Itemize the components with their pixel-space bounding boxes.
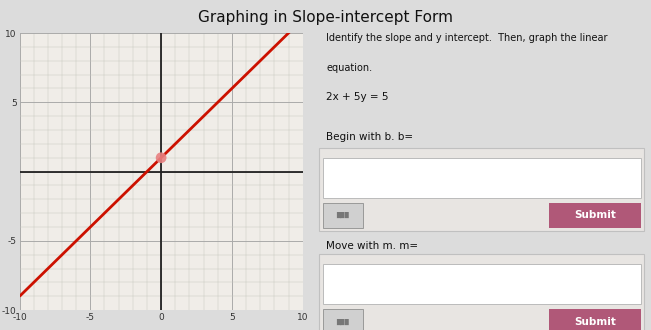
Text: Begin with b. b=: Begin with b. b= — [326, 132, 413, 142]
Text: Submit: Submit — [574, 317, 616, 327]
Text: 2x + 5y = 5: 2x + 5y = 5 — [326, 92, 389, 102]
Text: ███: ███ — [337, 319, 350, 325]
FancyBboxPatch shape — [323, 203, 363, 228]
Point — [156, 155, 167, 160]
FancyBboxPatch shape — [323, 309, 363, 330]
FancyBboxPatch shape — [319, 254, 644, 330]
FancyBboxPatch shape — [549, 203, 641, 228]
Text: Identify the slope and y intercept.  Then, graph the linear: Identify the slope and y intercept. Then… — [326, 33, 607, 43]
Text: Graphing in Slope-intercept Form: Graphing in Slope-intercept Form — [198, 10, 453, 25]
FancyBboxPatch shape — [319, 148, 644, 231]
FancyBboxPatch shape — [549, 309, 641, 330]
FancyBboxPatch shape — [323, 158, 641, 198]
FancyBboxPatch shape — [323, 264, 641, 304]
Text: Move with m. m=: Move with m. m= — [326, 241, 418, 251]
Text: Submit: Submit — [574, 210, 616, 220]
Text: equation.: equation. — [326, 63, 372, 73]
Text: ███: ███ — [337, 212, 350, 217]
